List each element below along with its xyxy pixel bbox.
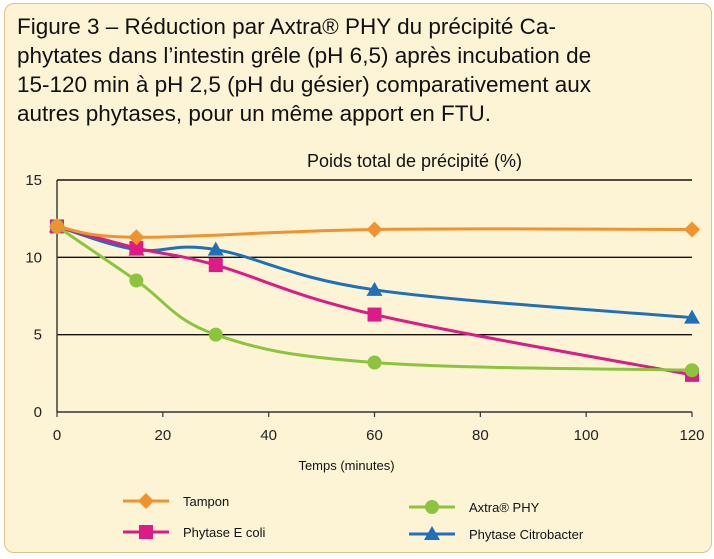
data-point-phytase-citrobacter: [207, 241, 224, 256]
data-point-phytase-citrobacter: [366, 281, 383, 296]
legend-marker-axtra-phy: [425, 500, 439, 514]
line-chart: Poids total de précipité (%) 0 5 10 15 0 20 40 6…: [25, 151, 704, 542]
figure-caption: Figure 3 – Réduction par Axtra® PHY du p…: [17, 14, 592, 126]
data-point-axtra-phy: [367, 355, 382, 370]
x-tick-label: 60: [366, 427, 383, 444]
data-point-phytase-citrobacter: [684, 309, 700, 324]
series-line-phytase-citrobacter: [56, 224, 693, 320]
data-point-tampon: [366, 221, 383, 238]
x-tick-label: 0: [53, 427, 61, 444]
data-point-tampon: [128, 229, 145, 246]
data-point-phytase-e-coli: [129, 241, 144, 256]
legend-marker-phytase-citrobacter: [424, 526, 440, 540]
legend-marker-tampon: [138, 493, 154, 509]
data-point-phytase-e-coli: [208, 258, 223, 273]
y-tick-label: 5: [34, 327, 42, 344]
x-tick-label: 40: [260, 427, 277, 444]
series-line-phytase-e-coli: [56, 224, 693, 377]
legend-label-axtra-phy: Axtra® PHY: [469, 500, 540, 515]
data-point-phytase-e-coli: [367, 307, 382, 322]
series-line-axtra-phy: [56, 225, 693, 372]
figure-panel: Figure 3 – Réduction par Axtra® PHY du p…: [4, 3, 712, 553]
legend-label-phytase-e-coli: Phytase E coli: [183, 525, 265, 540]
x-tick-label: 20: [154, 427, 171, 444]
x-tick-label: 120: [679, 427, 704, 444]
legend-marker-phytase-e-coli: [139, 525, 153, 539]
data-point-tampon: [49, 218, 65, 235]
legend-label-phytase-citrobacter: Phytase Citrobacter: [469, 527, 584, 542]
data-point-axtra-phy: [129, 273, 144, 288]
x-tick-label: 100: [574, 427, 599, 444]
y-tick-label: 15: [25, 172, 42, 189]
x-axis-label: Temps (minutes): [298, 458, 394, 473]
chart-title: Poids total de précipité (%): [307, 151, 522, 171]
y-tick-label: 10: [25, 249, 42, 266]
data-point-axtra-phy: [208, 327, 223, 342]
data-point-tampon: [684, 221, 700, 238]
x-tick-label: 80: [472, 427, 489, 444]
legend-label-tampon: Tampon: [183, 494, 229, 509]
data-point-axtra-phy: [685, 363, 699, 378]
y-tick-label: 0: [34, 404, 42, 421]
series-line-tampon: [56, 224, 693, 239]
